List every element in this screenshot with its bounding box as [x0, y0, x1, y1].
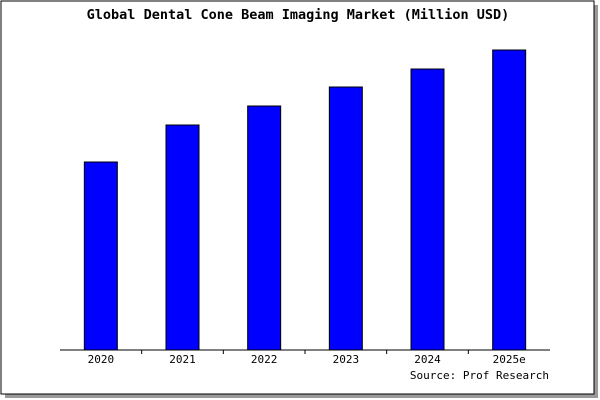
- x-tick-label: 2020: [88, 353, 115, 366]
- bar: [83, 161, 118, 351]
- bar: [492, 49, 527, 351]
- bar: [165, 124, 200, 351]
- x-tick-label: 2021: [169, 353, 196, 366]
- x-tick-label: 2025e: [493, 353, 526, 366]
- x-tick-label: 2024: [414, 353, 441, 366]
- x-tick-label: 2022: [251, 353, 278, 366]
- bar: [328, 86, 363, 351]
- chart-title: Global Dental Cone Beam Imaging Market (…: [87, 7, 510, 23]
- x-tick-label: 2023: [333, 353, 360, 366]
- bar: [410, 68, 445, 351]
- source-note: Source: Prof Research: [410, 369, 549, 382]
- bar: [247, 105, 282, 351]
